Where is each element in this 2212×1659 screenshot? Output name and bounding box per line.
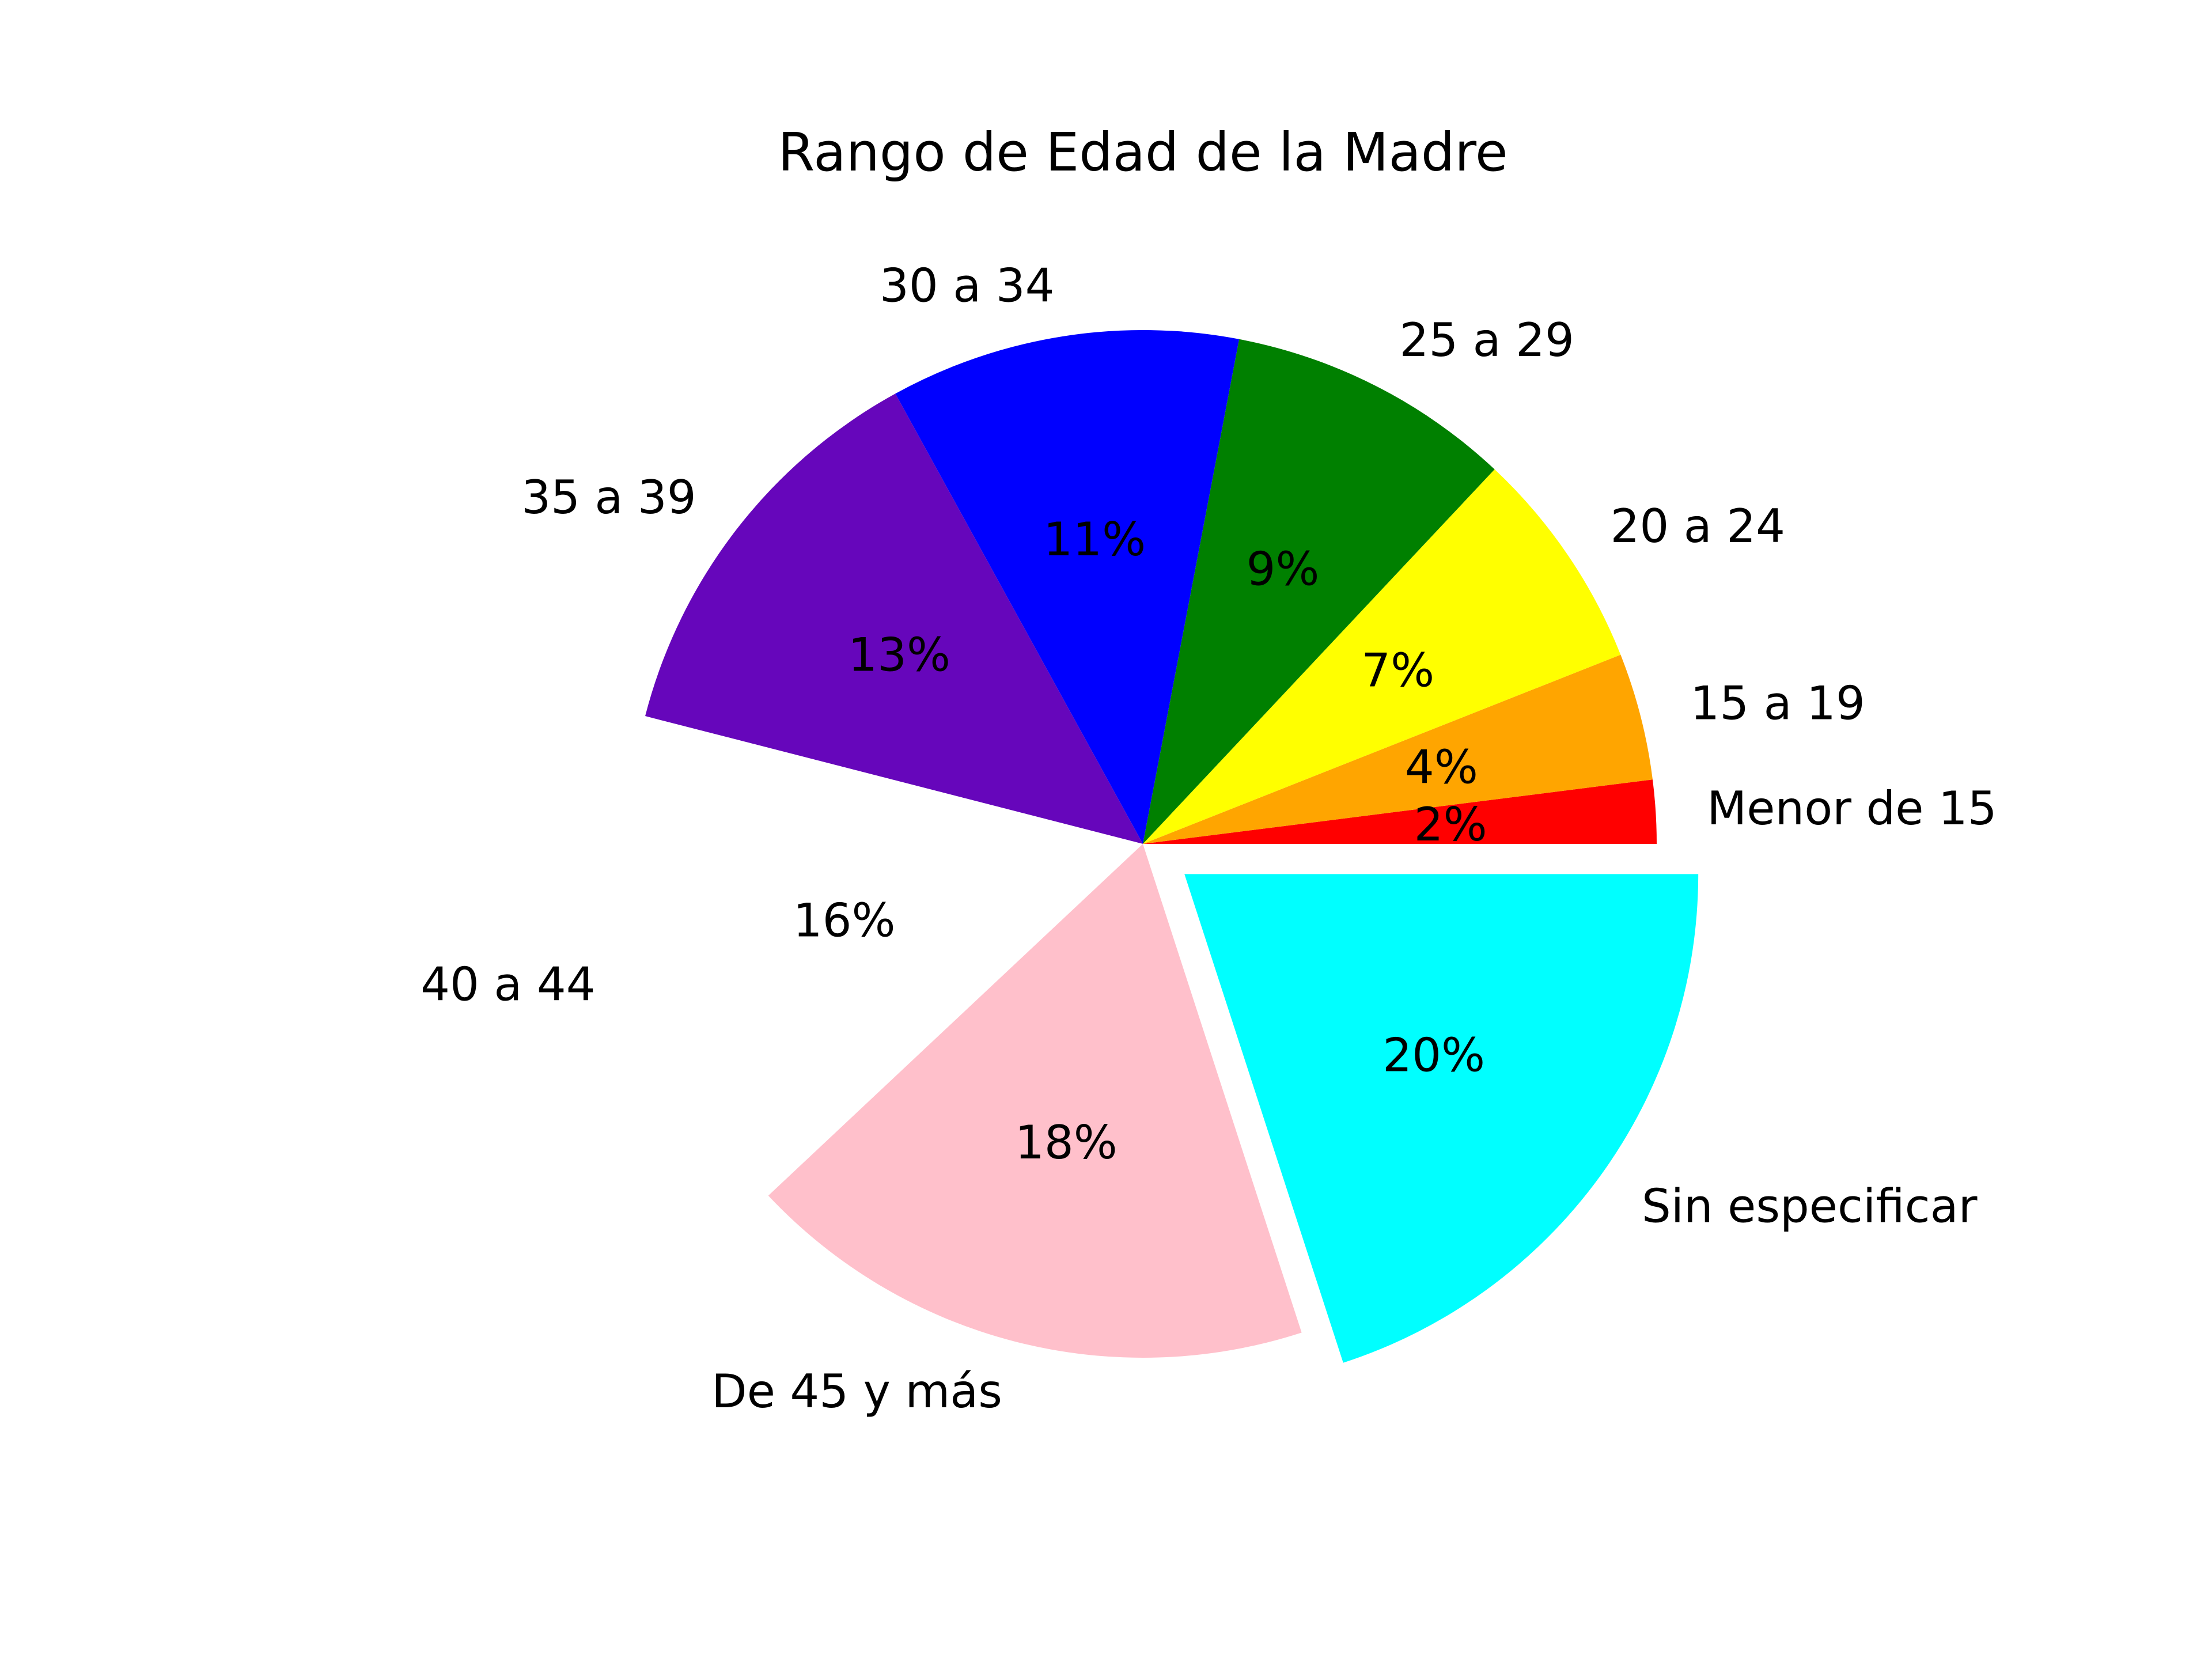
pie-slice <box>1143 654 1653 844</box>
pie-slice <box>645 393 1143 844</box>
slice-percent-label: 9% <box>1247 543 1320 596</box>
slice-percent-label: 16% <box>793 894 896 948</box>
pie-slice <box>895 330 1240 844</box>
slice-percent-label: 2% <box>1414 798 1487 851</box>
slice-label: 40 a 44 <box>421 958 595 1012</box>
slice-percent-label: 11% <box>1043 513 1146 566</box>
pie-slice <box>1143 339 1495 844</box>
slice-percent-label: 13% <box>848 628 950 681</box>
pie-slice <box>768 844 1302 1358</box>
slice-percent-label: 7% <box>1361 644 1434 698</box>
slice-label: De 45 y más <box>711 1365 1002 1418</box>
slice-percent-label: 4% <box>1405 740 1478 794</box>
slice-percent-label: 20% <box>1382 1029 1485 1082</box>
slice-label: Menor de 15 <box>1707 782 1997 835</box>
slice-label: Sin especificar <box>1642 1180 1978 1233</box>
pie-slice <box>1143 779 1657 844</box>
slice-percent-label: 18% <box>1015 1116 1118 1169</box>
slice-label: 15 a 19 <box>1690 676 1865 730</box>
pie-slices <box>629 330 1699 1363</box>
pie-labels: Menor de 15 2% 15 a 19 4% 20 a 24 7% 25 a 29 9%… <box>421 259 1997 1418</box>
slice-label: 30 a 34 <box>880 259 1054 312</box>
pie-slice <box>1143 469 1621 844</box>
pie-slice <box>1184 874 1699 1363</box>
slice-label: 20 a 24 <box>1611 499 1785 553</box>
pie-slice <box>629 716 1143 1196</box>
slice-label: 35 a 39 <box>521 471 696 524</box>
chart-title: Rango de Edad de la Madre <box>778 122 1508 183</box>
slice-label: 25 a 29 <box>1399 313 1574 367</box>
